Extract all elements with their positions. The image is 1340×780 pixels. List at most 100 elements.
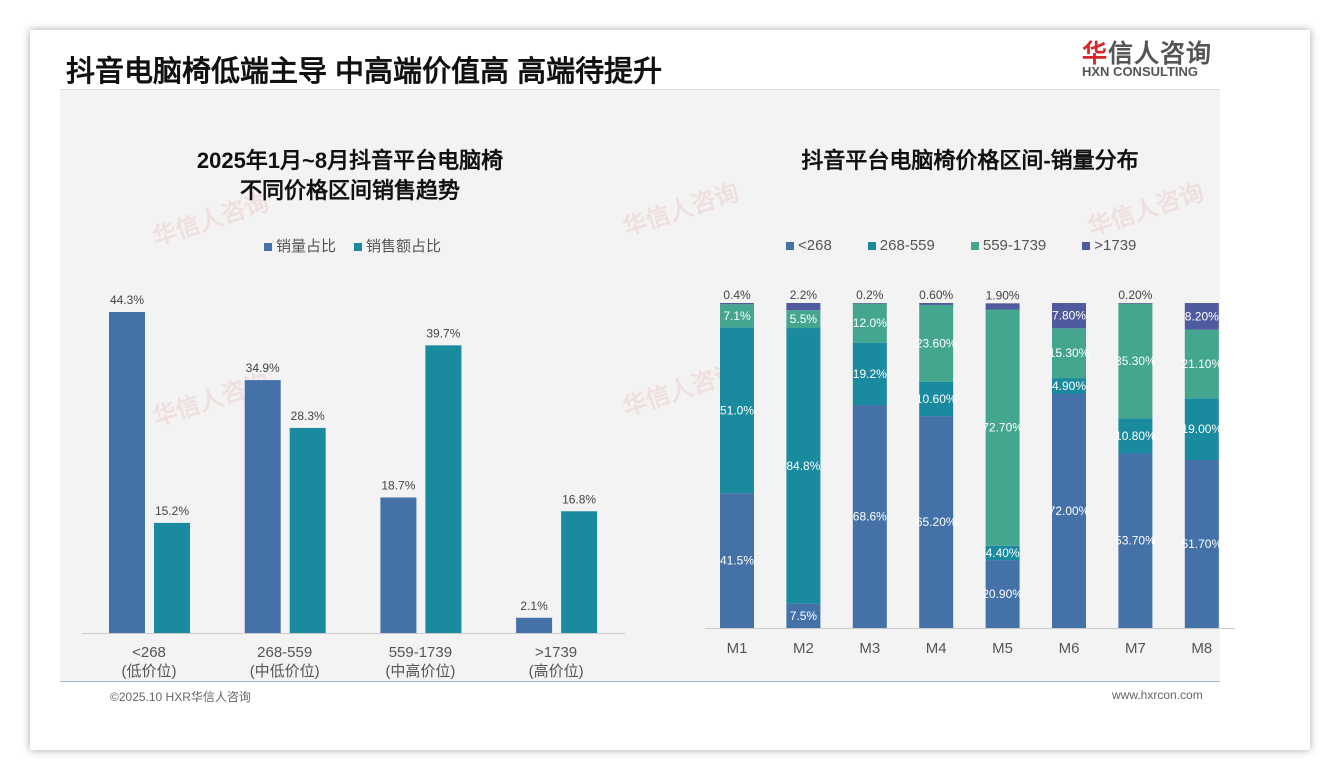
stacked-bar-segment (1184, 459, 1219, 628)
x-tick-label: <268 (132, 644, 166, 661)
data-label: 44.3% (110, 293, 144, 307)
bar (425, 345, 462, 633)
data-label: 15.30% (1049, 346, 1090, 360)
stacked-bar-segment (1052, 328, 1086, 379)
stacked-bar-segment (1184, 329, 1219, 399)
footer-copyright: ©2025.10 HXR华信人咨询 (110, 690, 251, 704)
data-label: 84.8% (786, 459, 820, 473)
stacked-bar-segment (786, 303, 821, 311)
x-tick-label: M8 (1191, 640, 1212, 657)
data-label: 1.90% (986, 288, 1020, 302)
left-legend: 销量占比 销售额占比 (264, 235, 441, 256)
stacked-bar-segment (720, 303, 754, 305)
bar (561, 511, 598, 633)
data-label: 23.60% (916, 336, 957, 350)
legend-item: 268-559 (867, 237, 935, 254)
data-label: 0.2% (856, 288, 884, 302)
data-label: 53.70% (1115, 534, 1156, 548)
bar (516, 617, 553, 633)
left-chart-title: 2025年1月~8月抖音平台电脑椅 不同价格区间销售趋势 (120, 146, 580, 206)
stacked-bar-segment (786, 603, 821, 628)
x-tick-label: M2 (793, 640, 814, 657)
x-tick-label: 268-559 (257, 644, 312, 661)
stacked-bar-segment (985, 309, 1020, 546)
data-label: 0.60% (919, 288, 953, 302)
stacked-bar-segment (919, 416, 954, 628)
logo-text: 信人咨询 (1108, 40, 1213, 68)
data-label: 21.10% (1181, 357, 1222, 371)
legend-swatch (1082, 242, 1091, 250)
data-label: 51.70% (1181, 537, 1222, 551)
data-label: 18.7% (381, 478, 415, 492)
legend-label: 销售额占比 (366, 238, 442, 255)
data-label: 72.70% (982, 421, 1023, 435)
header-divider (60, 89, 1220, 90)
stacked-bar-segment (919, 381, 954, 417)
data-label: 7.5% (790, 609, 818, 623)
stacked-bar-segment (852, 303, 887, 304)
legend-label: 268-559 (879, 237, 935, 254)
stacked-bar-segment (1118, 453, 1153, 628)
data-label: 68.6% (853, 510, 887, 524)
data-label: 10.60% (916, 392, 957, 406)
stacked-bar-segment (919, 304, 954, 382)
stacked-bar-segment (1052, 394, 1086, 628)
data-label: 5.5% (790, 312, 818, 326)
x-tick-sublabel: (低价位) (122, 663, 177, 680)
legend-label: <268 (798, 237, 832, 254)
data-label: 7.1% (723, 309, 751, 323)
stacked-bar-segment (852, 303, 887, 343)
x-tick-label: M3 (859, 640, 880, 657)
stacked-bar-segment (985, 303, 1020, 310)
data-label: 2.1% (520, 599, 548, 613)
right-legend: <268 268-559 559-1739 >1739 (786, 237, 1136, 254)
legend-swatch (354, 243, 363, 251)
stacked-bar-segment (1052, 378, 1086, 394)
stacked-bar-segment (852, 405, 887, 628)
stacked-bar-segment (786, 328, 821, 604)
stacked-bar-segment (720, 493, 754, 628)
data-label: 15.2% (155, 504, 189, 518)
bar (244, 380, 281, 633)
stacked-bar-segment (786, 310, 821, 329)
data-label: 19.00% (1181, 422, 1222, 436)
data-label: 0.20% (1118, 288, 1152, 302)
stacked-bar-segment (919, 303, 954, 305)
logo-en: HXN CONSULTING (1082, 64, 1199, 79)
data-label: 4.40% (986, 546, 1020, 560)
logo-red-char: 华 (1082, 40, 1109, 68)
legend-label: 销量占比 (276, 238, 337, 255)
stacked-bar-segment (985, 545, 1020, 561)
stacked-bar-segment (852, 342, 887, 406)
stacked-bar-segment (1118, 303, 1153, 419)
legend-swatch (786, 242, 794, 250)
right-chart-title: 抖音平台电脑椅价格区间-销量分布 (801, 148, 1139, 173)
data-label: 39.7% (426, 326, 460, 340)
stacked-bar-segment (1184, 398, 1219, 460)
page-title: 抖音电脑椅低端主导 中高端价值高 高端待提升 (66, 56, 663, 88)
stacked-bar-segment (1052, 303, 1086, 329)
stacked-bar-segment (1184, 303, 1219, 330)
legend-label: 559-1739 (982, 237, 1047, 254)
data-label: 28.3% (291, 409, 325, 423)
data-label: 0.4% (723, 288, 751, 302)
data-label: 35.30% (1115, 354, 1156, 368)
data-label: 16.8% (562, 492, 596, 506)
data-label: 65.20% (916, 515, 957, 529)
x-tick-label: M1 (727, 640, 748, 657)
legend-item: 销售额占比 (354, 235, 441, 256)
logo: 华信人咨询 (1082, 34, 1212, 70)
stacked-bar-segment (720, 327, 754, 494)
x-tick-label: 559-1739 (389, 644, 452, 661)
data-label: 8.20% (1185, 309, 1219, 323)
data-label: 12.0% (853, 316, 887, 330)
data-label: 72.00% (1049, 504, 1090, 518)
data-label: 4.90% (1052, 379, 1086, 393)
legend-item: 销量占比 (264, 235, 336, 256)
bar (109, 312, 145, 633)
bar (289, 427, 326, 633)
footer-divider (60, 681, 1220, 682)
x-tick-label: M4 (926, 640, 947, 657)
data-label: 41.5% (720, 554, 754, 568)
